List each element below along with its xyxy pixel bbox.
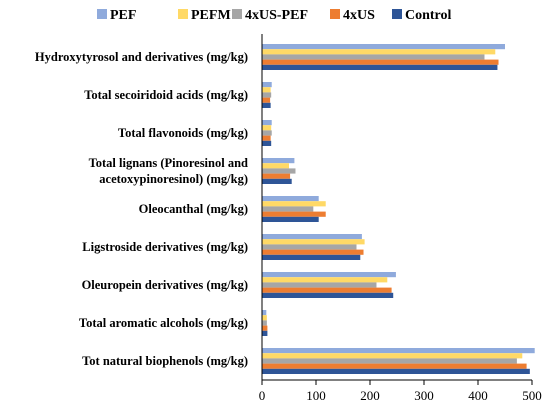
bar-2-2 [262,130,272,136]
category-labels: Hydroxytyrosol and derivatives (mg/kg) To… [35,50,248,368]
bar-7-0 [262,310,267,316]
legend-label-1: PEFM [191,8,231,23]
bar-4-2 [262,206,314,212]
category-label-4: Oleocanthal (mg/kg) [139,202,248,216]
bar-2-3 [262,135,271,141]
bar-2-0 [262,120,272,126]
legend-swatch-2 [232,9,242,19]
bar-0-1 [262,49,496,55]
bar-6-0 [262,272,396,278]
legend-swatch-3 [330,9,340,19]
bar-5-2 [262,244,357,250]
bar-4-3 [262,211,326,217]
x-tick-label-5: 500 [522,388,542,403]
category-label-6: Oleuropein derivatives (mg/kg) [82,278,248,292]
x-tick-label-1: 100 [306,388,326,403]
bar-4-0 [262,196,319,202]
x-tick-label-3: 300 [414,388,434,403]
legend-swatch-0 [97,9,107,19]
bar-6-2 [262,282,377,288]
bar-4-4 [262,216,319,222]
bar-4-1 [262,201,326,207]
bar-7-3 [262,325,268,331]
bar-1-4 [262,102,271,108]
bar-5-0 [262,234,362,240]
bar-1-0 [262,82,272,88]
category-label-3-0: Total lignans (Pinoresinol and [89,156,248,170]
bar-7-4 [262,330,268,336]
bar-8-3 [262,363,527,369]
x-axis: 0 100 200 300 400 500 [259,34,542,403]
bar-1-1 [262,87,271,93]
bar-6-4 [262,292,394,298]
x-tick-label-2: 200 [360,388,380,403]
bar-0-3 [262,59,499,65]
category-label-2: Total flavonoids (mg/kg) [118,126,248,140]
bar-5-3 [262,249,364,255]
bar-6-1 [262,277,388,283]
bar-7-1 [262,315,267,321]
bar-0-4 [262,64,498,70]
bar-3-1 [262,163,289,169]
bar-8-4 [262,368,530,374]
category-label-1: Total secoiridoid acids (mg/kg) [84,88,248,102]
legend-label-2: 4xUS-PEF [245,8,308,23]
x-tick-label-0: 0 [259,388,266,403]
bar-3-3 [262,173,291,179]
category-label-8: Tot natural biophenols (mg/kg) [82,354,248,368]
bar-2-4 [262,140,272,146]
bar-8-0 [262,348,535,354]
bar-8-2 [262,358,517,364]
bar-7-2 [262,320,267,326]
category-label-5: Ligstroside derivatives (mg/kg) [82,240,248,254]
category-label-0: Hydroxytyrosol and derivatives (mg/kg) [35,50,248,64]
bar-6-3 [262,287,392,293]
bar-3-0 [262,158,295,164]
bar-2-1 [262,125,272,131]
bar-5-4 [262,254,361,260]
bar-0-0 [262,44,505,50]
bar-8-1 [262,353,523,359]
legend-label-4: Control [405,8,452,23]
legend-label-3: 4xUS [343,8,375,23]
legend-swatch-4 [392,9,402,19]
legend-label-0: PEF [110,8,136,23]
bars [262,44,535,374]
category-label-3-1: acetoxypinoresinol) (mg/kg) [99,172,248,186]
bar-0-2 [262,54,485,60]
category-label-7: Total aromatic alcohols (mg/kg) [79,316,248,330]
bar-3-4 [262,178,292,184]
legend-swatch-1 [178,9,188,19]
bar-1-2 [262,92,272,98]
x-tick-label-4: 400 [468,388,488,403]
bar-1-3 [262,97,271,103]
bar-5-1 [262,239,365,245]
bar-3-2 [262,168,296,174]
legend: PEF PEFM 4xUS-PEF 4xUS Control [97,8,452,23]
